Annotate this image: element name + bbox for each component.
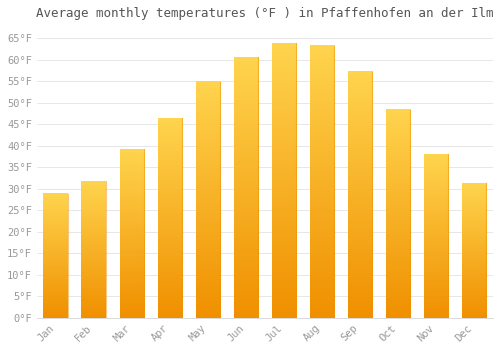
- Title: Average monthly temperatures (°F ) in Pfaffenhofen an der Ilm: Average monthly temperatures (°F ) in Pf…: [36, 7, 494, 20]
